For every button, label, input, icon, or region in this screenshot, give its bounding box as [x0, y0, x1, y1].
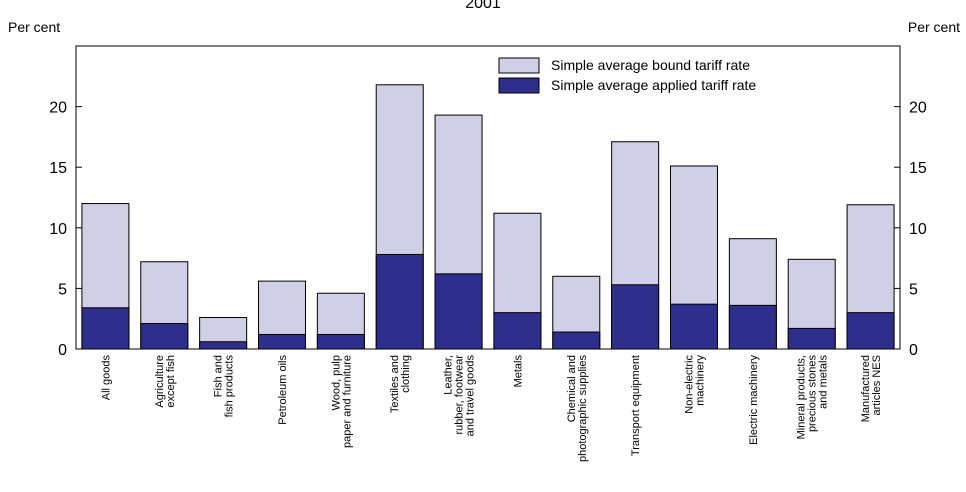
- y-axis-label-left: Per cent: [8, 19, 60, 35]
- x-tick-label: fish products: [224, 355, 236, 418]
- y-tick-label-right: 0: [909, 342, 918, 359]
- legend-swatch: [498, 77, 540, 94]
- applied-rate-bar: [611, 284, 660, 350]
- x-tick-label: Wood, pulp: [330, 355, 342, 410]
- x-tick-label: machinery: [695, 355, 707, 406]
- x-tick-label: and travel goods: [465, 355, 477, 437]
- x-tick-label: except fish: [165, 355, 177, 408]
- applied-rate-bar: [552, 331, 601, 350]
- x-tick-label: articles NES: [871, 355, 883, 416]
- y-tick-label-left: 0: [58, 342, 67, 359]
- x-tick-label: Agriculture: [154, 355, 166, 408]
- applied-rate-bar: [846, 312, 895, 350]
- chart-title: 2001: [465, 0, 501, 12]
- x-tick-label: Electric machinery: [748, 355, 760, 445]
- x-tick-label: Leather,: [443, 355, 455, 395]
- x-tick-label: Fish and: [213, 355, 225, 397]
- x-tick-label: clothing: [400, 355, 412, 393]
- x-tick-label: precious stones: [807, 355, 819, 433]
- applied-rate-bar: [140, 323, 189, 350]
- applied-rate-bar: [199, 341, 248, 350]
- y-tick-label-left: 10: [49, 221, 67, 238]
- x-tick-label: Metals: [512, 355, 524, 388]
- y-tick-label-right: 15: [909, 160, 927, 177]
- y-tick-label-left: 15: [49, 160, 67, 177]
- y-tick-label-left: 20: [49, 100, 67, 117]
- x-tick-label: Mineral products,: [796, 355, 808, 439]
- x-tick-label: Textiles and: [389, 355, 401, 413]
- x-tick-label: All goods: [100, 355, 112, 401]
- legend-label: Simple average bound tariff rate: [551, 57, 750, 73]
- x-tick-label: Transport equipment: [630, 355, 642, 456]
- y-tick-label-right: 10: [909, 221, 927, 238]
- applied-rate-bar: [375, 253, 424, 350]
- y-tick-label-right: 5: [909, 281, 918, 298]
- x-tick-label: and metals: [818, 355, 830, 409]
- applied-rate-bar: [787, 327, 836, 350]
- y-tick-label-right: 20: [909, 100, 927, 117]
- y-tick-label-left: 5: [58, 281, 67, 298]
- x-tick-label: paper and furniture: [341, 355, 353, 448]
- legend-label: Simple average applied tariff rate: [551, 77, 756, 93]
- applied-rate-bar: [493, 312, 542, 350]
- x-tick-label: Chemical and: [566, 355, 578, 422]
- legend-swatch: [498, 57, 540, 74]
- applied-rate-bar: [258, 333, 306, 350]
- applied-rate-bar: [81, 307, 130, 350]
- applied-rate-bar: [670, 303, 718, 350]
- x-tick-label: rubber, footwear: [454, 355, 466, 435]
- y-axis-label-right: Per cent: [908, 19, 960, 35]
- x-tick-label: Non-electric: [684, 355, 696, 414]
- applied-rate-bar: [316, 333, 365, 350]
- x-tick-label: photographic supplies: [577, 355, 589, 463]
- applied-rate-bar: [434, 273, 483, 350]
- legend: Simple average bound tariff rate Simple a…: [498, 57, 756, 94]
- plot-frame: [75, 45, 901, 350]
- applied-rate-bar: [728, 304, 777, 350]
- x-tick-label: Petroleum oils: [277, 355, 289, 425]
- x-tick-label: Manufactured: [860, 355, 872, 422]
